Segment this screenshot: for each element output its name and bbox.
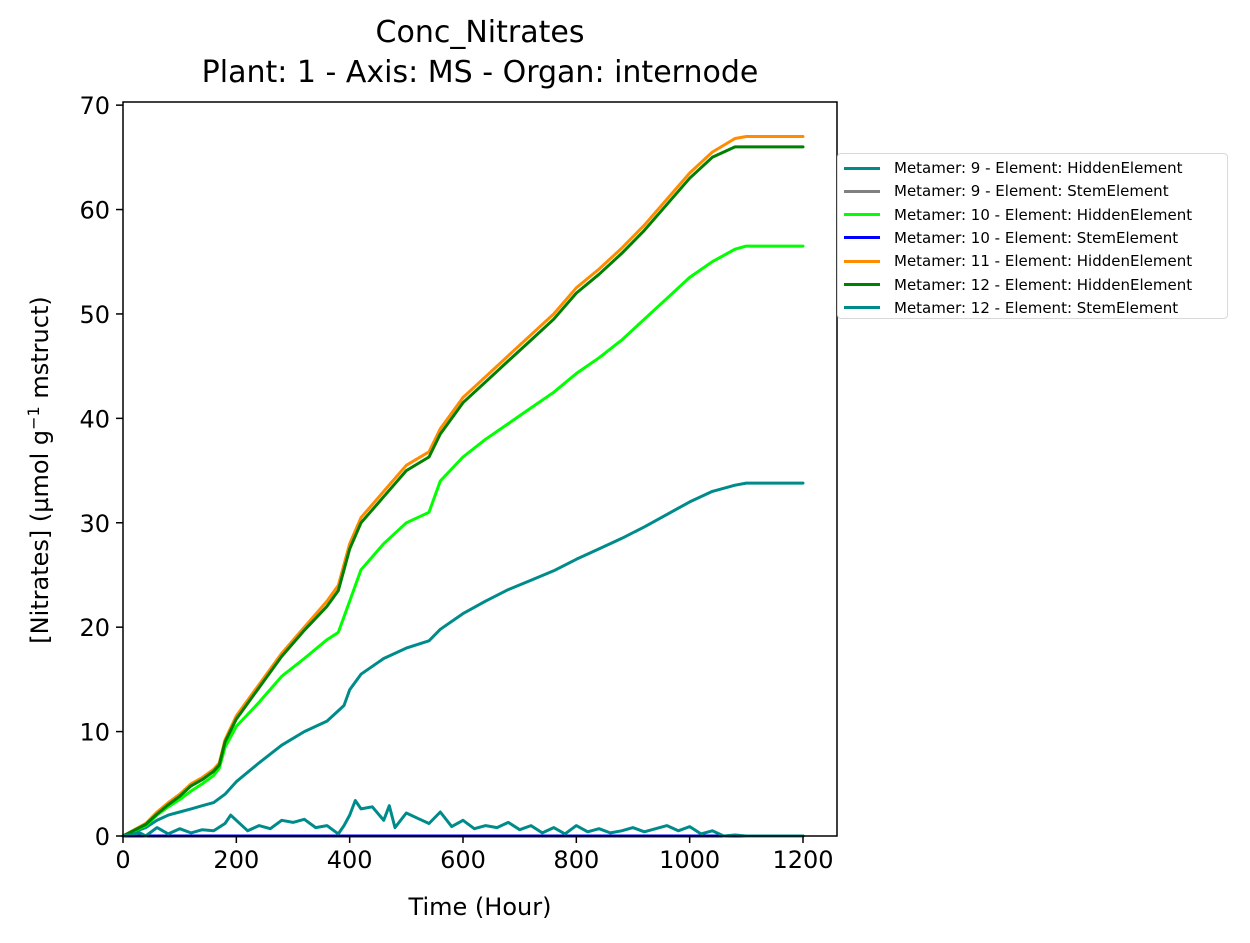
legend-label: Metamer: 10 - Element: StemElement xyxy=(894,228,1179,247)
y-axis-label-suffix: mstruct) xyxy=(26,296,54,407)
y-axis-label-prefix: [Nitrates] (µmol g xyxy=(26,429,54,644)
plot-lines xyxy=(121,135,805,838)
legend-item: Metamer: 10 - Element: HiddenElement xyxy=(844,204,1192,226)
legend-item: Metamer: 9 - Element: HiddenElement xyxy=(844,157,1183,179)
legend-item: Metamer: 11 - Element: HiddenElement xyxy=(844,250,1192,272)
legend-item: Metamer: 12 - Element: HiddenElement xyxy=(844,274,1192,296)
legend-swatch xyxy=(844,283,880,286)
legend-swatch xyxy=(844,189,880,193)
series-line-3 xyxy=(121,244,805,838)
legend-swatch xyxy=(844,213,880,217)
y-tick-label: 10 xyxy=(79,719,110,747)
y-tick-label: 60 xyxy=(79,197,110,225)
legend-swatch xyxy=(844,259,880,263)
y-tick-label: 20 xyxy=(79,614,110,642)
y-tick-label: 70 xyxy=(79,92,110,120)
y-axis-label: [Nitrates] (µmol g−1 mstruct) xyxy=(19,296,55,643)
y-tick-label: 30 xyxy=(79,510,110,538)
y-tick-label: 40 xyxy=(79,405,110,433)
series-line-1 xyxy=(121,481,805,838)
legend-item: Metamer: 10 - Element: StemElement xyxy=(844,227,1178,249)
plot-frame xyxy=(122,101,838,837)
x-tick-label: 400 xyxy=(327,846,373,874)
series-line-7 xyxy=(121,799,805,838)
x-tick-label: 600 xyxy=(440,846,486,874)
x-tick-label: 1200 xyxy=(772,846,833,874)
legend-label: Metamer: 12 - Element: HiddenElement xyxy=(894,275,1193,294)
legend-label: Metamer: 9 - Element: HiddenElement xyxy=(894,159,1183,177)
x-tick-label: 800 xyxy=(553,846,599,874)
x-tick-label: 1000 xyxy=(659,846,720,874)
legend-swatch xyxy=(844,236,880,240)
chart-subtitle: Plant: 1 - Axis: MS - Organ: internode xyxy=(201,55,759,90)
legend: Metamer: 9 - Element: HiddenElement Metam… xyxy=(837,153,1228,319)
y-axis-label-exponent: −1 xyxy=(24,406,43,430)
legend-item: Metamer: 12 - Element: StemElement xyxy=(844,297,1178,319)
series-line-5 xyxy=(121,135,805,838)
chart-title: Conc_Nitrates xyxy=(375,15,585,50)
legend-label: Metamer: 11 - Element: HiddenElement xyxy=(894,252,1193,271)
legend-label: Metamer: 9 - Element: StemElement xyxy=(894,182,1169,201)
x-tick-label: 0 xyxy=(115,846,130,874)
legend-label: Metamer: 10 - Element: HiddenElement xyxy=(894,205,1193,224)
y-tick-label: 50 xyxy=(79,301,110,329)
legend-label: Metamer: 12 - Element: StemElement xyxy=(894,298,1179,317)
x-tick-label: 200 xyxy=(213,846,259,874)
legend-swatch xyxy=(844,166,880,170)
x-axis-label: Time (Hour) xyxy=(408,893,552,921)
axes: 0 200 400 600 800 1000 1200 0 10 20 30 40 50 60 70 xyxy=(79,92,838,874)
legend-item: Metamer: 9 - Element: StemElement xyxy=(844,180,1169,202)
legend-swatch xyxy=(844,306,880,310)
series-line-6 xyxy=(121,145,805,838)
y-tick-label: 0 xyxy=(95,823,110,851)
